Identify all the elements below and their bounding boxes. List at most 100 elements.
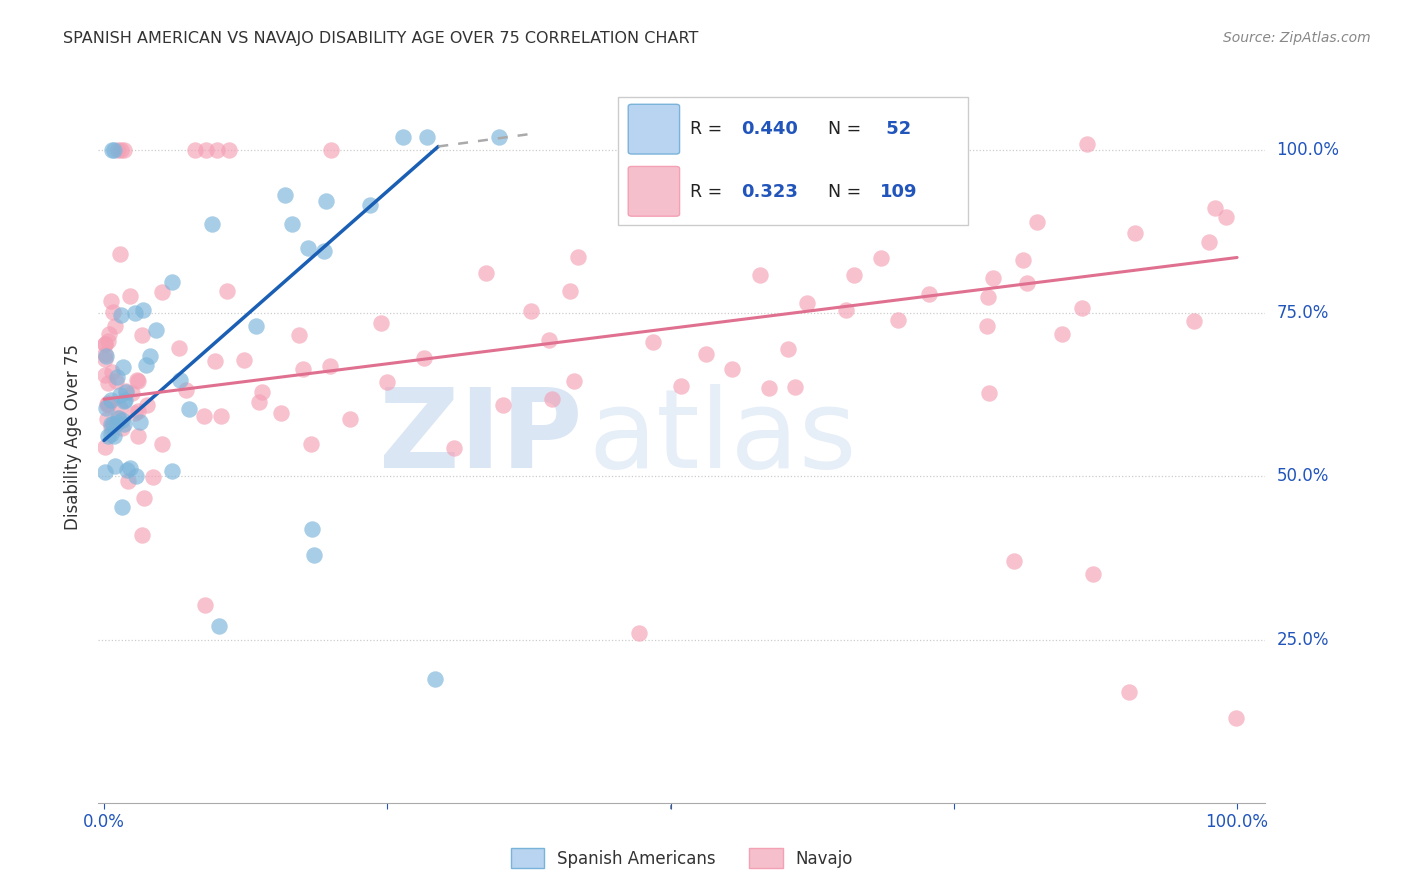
Point bbox=[1198, 235, 1220, 249]
Point bbox=[121, 386, 143, 401]
Point bbox=[412, 351, 434, 365]
Point bbox=[125, 468, 148, 483]
Point bbox=[886, 312, 908, 326]
Point bbox=[94, 337, 117, 351]
Point bbox=[749, 268, 772, 282]
Point bbox=[776, 342, 799, 356]
Point bbox=[520, 304, 543, 318]
Point bbox=[1015, 276, 1038, 290]
Point bbox=[270, 406, 292, 420]
Point bbox=[415, 129, 437, 144]
Point bbox=[370, 316, 392, 330]
Point bbox=[100, 417, 122, 431]
Point bbox=[758, 381, 780, 395]
Point bbox=[977, 290, 1000, 304]
Point bbox=[288, 328, 311, 343]
Point bbox=[315, 194, 337, 209]
Point bbox=[110, 401, 132, 416]
Point bbox=[94, 346, 117, 360]
Point bbox=[131, 328, 153, 343]
Point bbox=[124, 306, 146, 320]
Point bbox=[103, 143, 125, 157]
Point bbox=[104, 458, 127, 473]
Point bbox=[96, 401, 118, 416]
Point bbox=[870, 252, 893, 266]
Text: 75.0%: 75.0% bbox=[1277, 304, 1329, 322]
Point bbox=[110, 388, 132, 402]
Point bbox=[132, 491, 155, 505]
Point bbox=[844, 268, 866, 282]
Point bbox=[97, 396, 120, 410]
Point bbox=[103, 305, 125, 319]
Point bbox=[302, 548, 325, 562]
Point bbox=[125, 373, 148, 387]
Point bbox=[114, 392, 136, 407]
Point bbox=[488, 129, 510, 144]
Point bbox=[139, 349, 162, 363]
Point bbox=[142, 470, 165, 484]
Text: N =: N = bbox=[828, 183, 866, 201]
Point bbox=[299, 437, 322, 451]
Point bbox=[94, 352, 117, 367]
Point bbox=[1182, 314, 1205, 328]
Point bbox=[131, 528, 153, 542]
Point bbox=[207, 143, 229, 157]
Point bbox=[115, 463, 138, 477]
Point bbox=[1225, 711, 1247, 725]
Point bbox=[117, 475, 139, 489]
Point bbox=[359, 198, 381, 212]
Point bbox=[274, 188, 297, 202]
Point bbox=[250, 384, 273, 399]
Point bbox=[101, 365, 124, 379]
Text: R =: R = bbox=[690, 183, 728, 201]
Point bbox=[101, 143, 124, 157]
Point bbox=[721, 362, 744, 376]
Text: R =: R = bbox=[690, 120, 728, 138]
Point bbox=[103, 429, 125, 443]
Point bbox=[301, 521, 323, 535]
Text: SPANISH AMERICAN VS NAVAJO DISABILITY AGE OVER 75 CORRELATION CHART: SPANISH AMERICAN VS NAVAJO DISABILITY AG… bbox=[63, 31, 699, 46]
Point bbox=[669, 379, 692, 393]
Point bbox=[100, 420, 122, 434]
Point bbox=[115, 384, 138, 398]
Point bbox=[94, 368, 117, 383]
Point bbox=[1071, 301, 1094, 315]
Point bbox=[377, 375, 399, 389]
Point bbox=[291, 361, 314, 376]
Point bbox=[201, 218, 224, 232]
Point bbox=[245, 318, 267, 333]
Point bbox=[1050, 327, 1073, 342]
Point bbox=[1011, 253, 1033, 268]
Point bbox=[194, 599, 217, 613]
Point bbox=[641, 335, 664, 350]
Point bbox=[319, 143, 342, 157]
Point bbox=[391, 129, 413, 144]
Point bbox=[312, 244, 335, 258]
Point bbox=[183, 143, 205, 157]
Point bbox=[1081, 567, 1104, 582]
Point bbox=[110, 143, 132, 157]
Point bbox=[1025, 215, 1047, 229]
Text: 52: 52 bbox=[880, 120, 911, 138]
Point bbox=[195, 143, 218, 157]
Point bbox=[107, 410, 129, 425]
Point bbox=[129, 415, 152, 429]
Point bbox=[135, 358, 157, 372]
Point bbox=[104, 374, 127, 388]
Point bbox=[567, 250, 589, 264]
Point bbox=[281, 217, 304, 231]
Point bbox=[218, 143, 240, 157]
Point bbox=[111, 500, 134, 514]
Point bbox=[835, 302, 858, 317]
Point bbox=[1002, 554, 1025, 568]
Point bbox=[150, 285, 173, 299]
Point bbox=[217, 285, 239, 299]
FancyBboxPatch shape bbox=[628, 104, 679, 154]
FancyBboxPatch shape bbox=[617, 97, 967, 225]
Point bbox=[783, 380, 806, 394]
Point bbox=[562, 374, 585, 388]
Point bbox=[110, 308, 132, 322]
Point bbox=[208, 619, 231, 633]
Point bbox=[1076, 136, 1098, 151]
Text: 100.0%: 100.0% bbox=[1277, 141, 1340, 159]
